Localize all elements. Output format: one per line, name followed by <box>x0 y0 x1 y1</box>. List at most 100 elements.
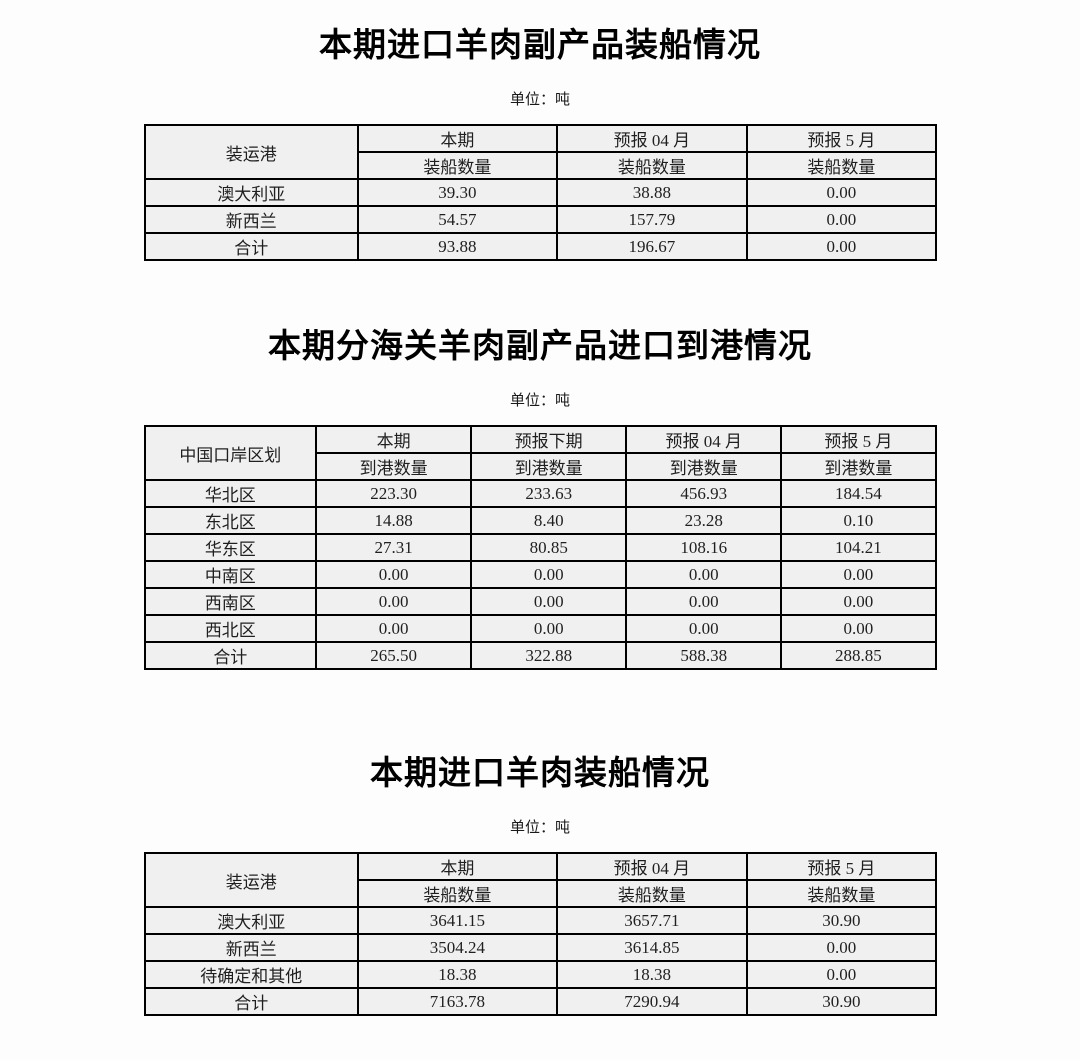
table-cell: 456.93 <box>625 479 783 508</box>
row-label: 新西兰 <box>143 933 360 962</box>
table-cell: 0.00 <box>315 560 473 589</box>
table-row: 澳大利亚 3641.15 3657.71 30.90 <box>143 906 937 935</box>
table-row-total: 合计 7163.78 7290.94 30.90 <box>143 987 937 1016</box>
table-cell: 0.00 <box>470 587 628 616</box>
column-header: 预报 04 月 <box>555 852 749 881</box>
subheader-row: 到港数量 到港数量 到港数量 到港数量 <box>145 452 937 481</box>
table-cell: 196.67 <box>555 232 749 261</box>
table-row-total: 合计 265.50 322.88 588.38 288.85 <box>143 641 937 670</box>
subcolumn-header: 到港数量 <box>470 452 628 481</box>
table-cell: 8.40 <box>470 506 628 535</box>
table-cell: 0.00 <box>780 587 937 616</box>
table-cell: 288.85 <box>780 641 937 670</box>
unit-label: 单位：吨 <box>509 92 570 108</box>
table-cell: 265.50 <box>315 641 473 670</box>
table-cell: 233.63 <box>470 479 628 508</box>
row-label: 合计 <box>143 987 360 1016</box>
row-label: 澳大利亚 <box>143 178 360 207</box>
table-cell: 38.88 <box>555 178 749 207</box>
report-page: 本期进口羊肉副产品装船情况 单位：吨 装运港 本期 预报 04 月 预报 5 月… <box>0 24 1080 1060</box>
subcolumn-header: 到港数量 <box>780 452 937 481</box>
table-cell: 3614.85 <box>555 933 749 962</box>
section-lamb-shipment: 本期进口羊肉装船情况 单位：吨 装运港 本期 预报 04 月 预报 5 月 装船… <box>0 752 1080 1016</box>
table-cell: 30.90 <box>746 987 937 1016</box>
table-row: 东北区 14.88 8.40 23.28 0.10 <box>143 506 937 535</box>
row-label: 待确定和其他 <box>143 960 360 989</box>
table-row: 华东区 27.31 80.85 108.16 104.21 <box>143 533 937 562</box>
header-row: 中国口岸区划 本期 预报下期 预报 04 月 预报 5 月 <box>143 425 937 481</box>
row-label: 合计 <box>143 641 318 670</box>
table-cell: 0.00 <box>746 205 937 234</box>
row-label: 西南区 <box>143 587 318 616</box>
subcolumn-header: 到港数量 <box>625 452 783 481</box>
corner-header: 装运港 <box>143 852 360 908</box>
column-header: 预报 04 月 <box>625 425 783 454</box>
table-cell: 80.85 <box>470 533 628 562</box>
table-cell: 0.00 <box>315 587 473 616</box>
section-title: 本期进口羊肉副产品装船情况 <box>319 28 761 64</box>
table-cell: 0.00 <box>625 614 783 643</box>
table-row: 待确定和其他 18.38 18.38 0.00 <box>143 960 937 989</box>
table-cell: 93.88 <box>357 232 558 261</box>
table-cell: 7290.94 <box>555 987 749 1016</box>
unit-label: 单位：吨 <box>509 820 570 836</box>
table-cell: 0.00 <box>470 560 628 589</box>
row-label: 西北区 <box>143 614 318 643</box>
row-label: 合计 <box>143 232 360 261</box>
subcolumn-header: 装船数量 <box>746 879 937 908</box>
table-row: 华北区 223.30 233.63 456.93 184.54 <box>143 479 937 508</box>
row-label: 澳大利亚 <box>143 906 360 935</box>
table-cell: 0.00 <box>625 560 783 589</box>
table-row: 新西兰 54.57 157.79 0.00 <box>143 205 937 234</box>
table-cell: 14.88 <box>315 506 473 535</box>
subcolumn-header: 到港数量 <box>315 452 473 481</box>
table-cell: 108.16 <box>625 533 783 562</box>
subcolumn-header: 装船数量 <box>746 151 937 180</box>
lamb-shipment-table: 装运港 本期 预报 04 月 预报 5 月 装船数量 装船数量 装船数量 澳大利… <box>143 852 937 1016</box>
subheader-row: 装船数量 装船数量 装船数量 <box>145 879 937 908</box>
column-header: 预报下期 <box>470 425 628 454</box>
table-cell: 18.38 <box>357 960 558 989</box>
table-cell: 0.00 <box>746 232 937 261</box>
table-cell: 0.00 <box>746 178 937 207</box>
column-header: 预报 04 月 <box>555 124 749 153</box>
row-label: 新西兰 <box>143 205 360 234</box>
unit-label: 单位：吨 <box>509 393 570 409</box>
row-label: 中南区 <box>143 560 318 589</box>
byproduct-shipment-table: 装运港 本期 预报 04 月 预报 5 月 装船数量 装船数量 装船数量 澳大利… <box>143 124 937 261</box>
table-cell: 3504.24 <box>357 933 558 962</box>
table-cell: 223.30 <box>315 479 473 508</box>
table-cell: 157.79 <box>555 205 749 234</box>
table-cell: 30.90 <box>746 906 937 935</box>
table-cell: 0.00 <box>625 587 783 616</box>
section-customs-arrival: 本期分海关羊肉副产品进口到港情况 单位：吨 中国口岸区划 本期 预报下期 预报 … <box>0 325 1080 670</box>
table-cell: 27.31 <box>315 533 473 562</box>
table-row: 澳大利亚 39.30 38.88 0.00 <box>143 178 937 207</box>
table-cell: 588.38 <box>625 641 783 670</box>
table-row-total: 合计 93.88 196.67 0.00 <box>143 232 937 261</box>
header-row: 装运港 本期 预报 04 月 预报 5 月 <box>143 124 937 180</box>
column-header: 预报 5 月 <box>746 852 937 881</box>
table-cell: 0.10 <box>780 506 937 535</box>
row-label: 东北区 <box>143 506 318 535</box>
table-cell: 104.21 <box>780 533 937 562</box>
subcolumn-header: 装船数量 <box>357 879 558 908</box>
column-header: 预报 5 月 <box>746 124 937 153</box>
table-cell: 3641.15 <box>357 906 558 935</box>
subcolumn-header: 装船数量 <box>555 151 749 180</box>
table-row: 中南区 0.00 0.00 0.00 0.00 <box>143 560 937 589</box>
table-cell: 54.57 <box>357 205 558 234</box>
section-title: 本期分海关羊肉副产品进口到港情况 <box>268 329 812 365</box>
subcolumn-header: 装船数量 <box>357 151 558 180</box>
row-label: 华东区 <box>143 533 318 562</box>
table-cell: 18.38 <box>555 960 749 989</box>
table-cell: 0.00 <box>780 560 937 589</box>
column-header: 预报 5 月 <box>780 425 937 454</box>
row-label: 华北区 <box>143 479 318 508</box>
table-cell: 322.88 <box>470 641 628 670</box>
table-row: 新西兰 3504.24 3614.85 0.00 <box>143 933 937 962</box>
section-byproduct-shipment: 本期进口羊肉副产品装船情况 单位：吨 装运港 本期 预报 04 月 预报 5 月… <box>0 24 1080 261</box>
table-row: 西南区 0.00 0.00 0.00 0.00 <box>143 587 937 616</box>
corner-header: 装运港 <box>143 124 360 180</box>
table-row: 西北区 0.00 0.00 0.00 0.00 <box>143 614 937 643</box>
